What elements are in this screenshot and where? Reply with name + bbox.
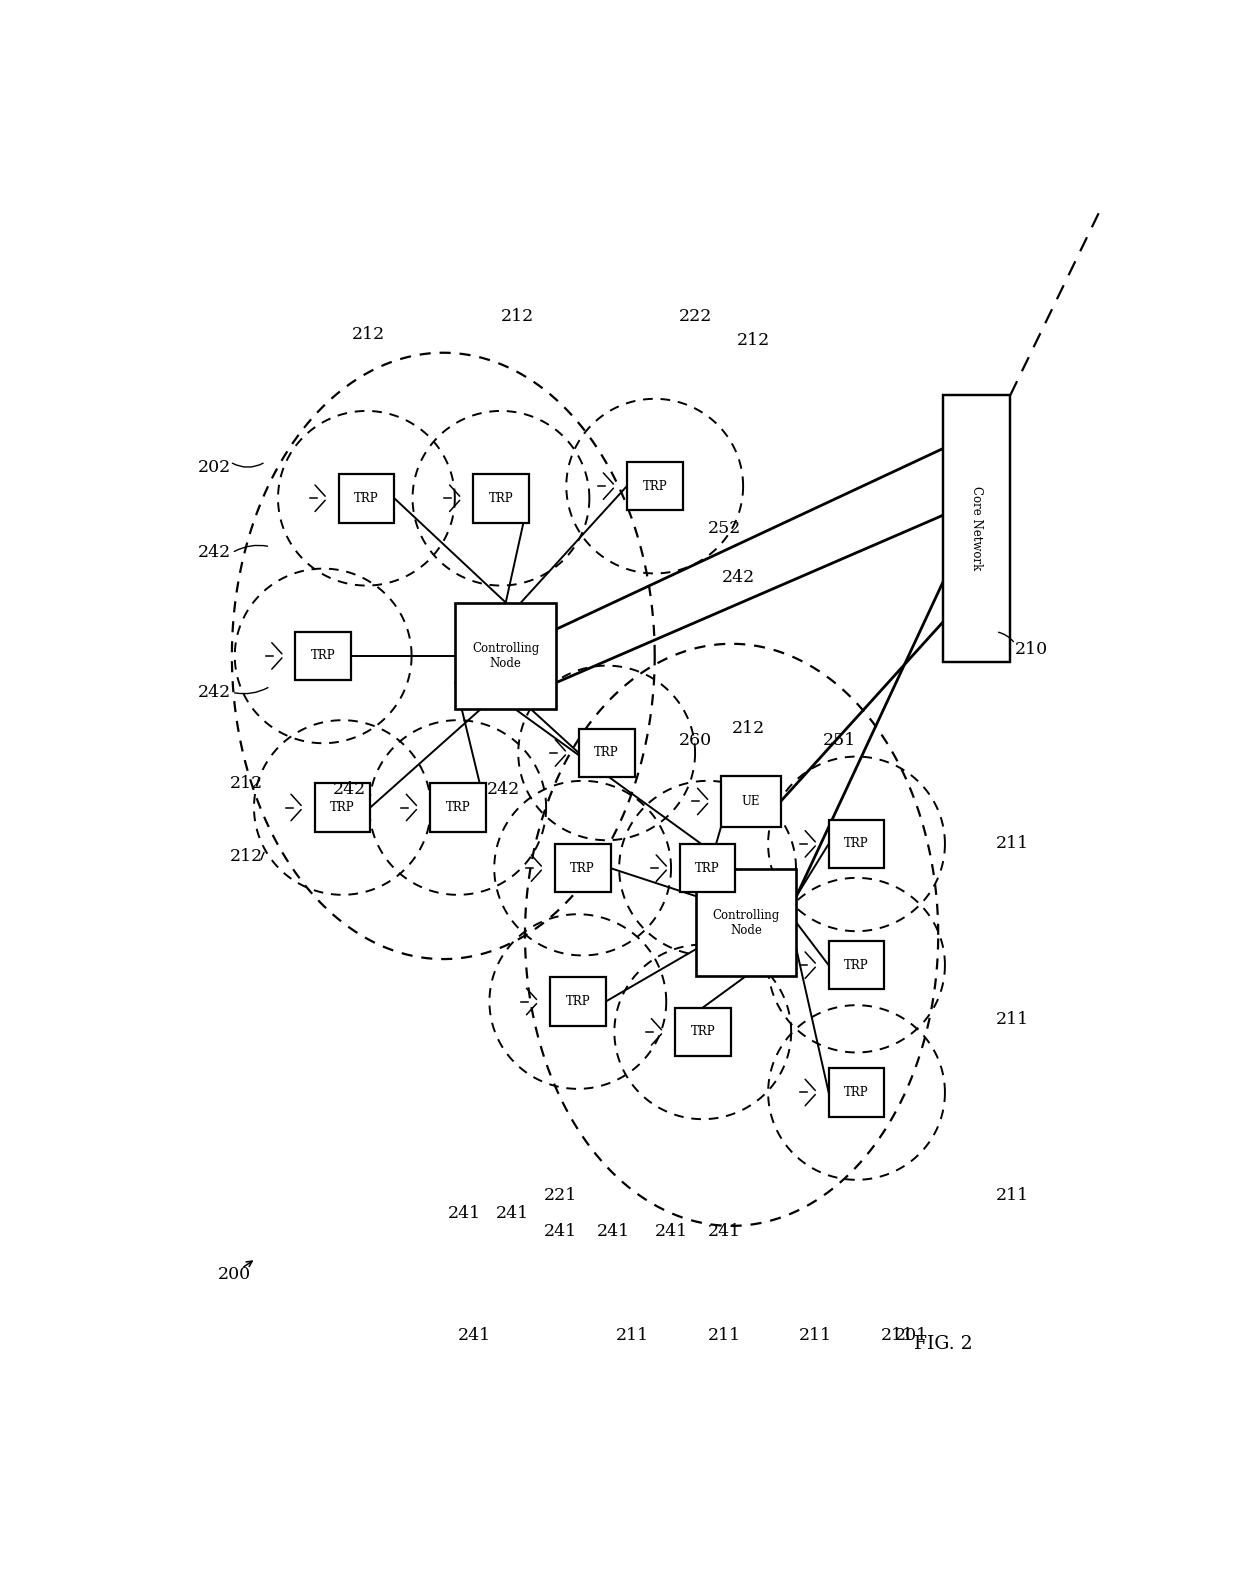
Text: UE: UE	[742, 795, 760, 808]
Text: Controlling
Node: Controlling Node	[472, 643, 539, 669]
Text: TRP: TRP	[642, 480, 667, 493]
Text: TRP: TRP	[844, 959, 869, 972]
Text: 242: 242	[198, 684, 232, 701]
Bar	[828, 1068, 884, 1117]
Text: TRP: TRP	[355, 491, 378, 504]
Text: 241: 241	[708, 1224, 740, 1241]
Text: 212: 212	[229, 775, 263, 792]
Text: 210: 210	[1016, 641, 1048, 658]
Text: FIG. 2: FIG. 2	[914, 1334, 973, 1353]
Bar	[455, 603, 557, 709]
Text: 260: 260	[678, 732, 712, 750]
Text: 200: 200	[217, 1266, 250, 1284]
Text: 242: 242	[722, 569, 755, 586]
Text: 241: 241	[544, 1224, 578, 1241]
Bar	[720, 776, 781, 827]
Text: 211: 211	[880, 1326, 914, 1343]
Text: TRP: TRP	[844, 1087, 869, 1099]
Bar	[339, 474, 394, 523]
Bar	[474, 474, 528, 523]
Text: 242: 242	[486, 781, 520, 799]
Bar	[828, 819, 884, 868]
Text: 241: 241	[458, 1326, 491, 1343]
Text: 241: 241	[448, 1205, 481, 1222]
Text: 212: 212	[732, 720, 765, 737]
Text: 242: 242	[332, 781, 366, 799]
Text: 222: 222	[678, 307, 712, 324]
Text: TRP: TRP	[691, 1025, 715, 1038]
Text: TRP: TRP	[445, 802, 470, 814]
Text: 211: 211	[799, 1326, 832, 1343]
Text: TRP: TRP	[311, 649, 336, 663]
Text: 221: 221	[544, 1188, 578, 1203]
Bar	[828, 940, 884, 989]
Text: 241: 241	[496, 1205, 529, 1222]
Bar	[942, 395, 1011, 662]
Text: 212: 212	[229, 847, 263, 865]
Text: 241: 241	[655, 1224, 688, 1241]
Text: 242: 242	[198, 545, 232, 561]
Text: 211: 211	[708, 1326, 740, 1343]
Text: 252: 252	[708, 520, 742, 537]
Text: TRP: TRP	[594, 747, 619, 759]
Bar	[295, 632, 351, 680]
Bar	[551, 976, 605, 1025]
Text: 212: 212	[352, 326, 386, 343]
Bar	[627, 461, 682, 510]
Bar	[680, 844, 735, 893]
Text: TRP: TRP	[570, 862, 595, 874]
Bar	[554, 844, 610, 893]
Text: 211: 211	[996, 1188, 1029, 1203]
Text: 201: 201	[895, 1326, 928, 1343]
Text: Core Network: Core Network	[970, 487, 983, 570]
Bar	[430, 783, 486, 832]
Text: 212: 212	[501, 307, 534, 324]
Text: 241: 241	[596, 1224, 630, 1241]
Text: 202: 202	[198, 460, 232, 476]
Bar	[579, 729, 635, 776]
Text: 211: 211	[996, 835, 1029, 852]
Text: 251: 251	[823, 732, 856, 750]
Text: TRP: TRP	[844, 838, 869, 851]
Text: 211: 211	[996, 1011, 1029, 1028]
Text: TRP: TRP	[330, 802, 355, 814]
Text: TRP: TRP	[489, 491, 513, 504]
Bar	[315, 783, 371, 832]
Text: 212: 212	[737, 332, 770, 350]
Text: TRP: TRP	[696, 862, 720, 874]
Bar	[696, 869, 796, 976]
Text: 211: 211	[616, 1326, 650, 1343]
Text: TRP: TRP	[565, 995, 590, 1008]
Bar	[675, 1008, 730, 1057]
Text: Controlling
Node: Controlling Node	[713, 909, 780, 937]
